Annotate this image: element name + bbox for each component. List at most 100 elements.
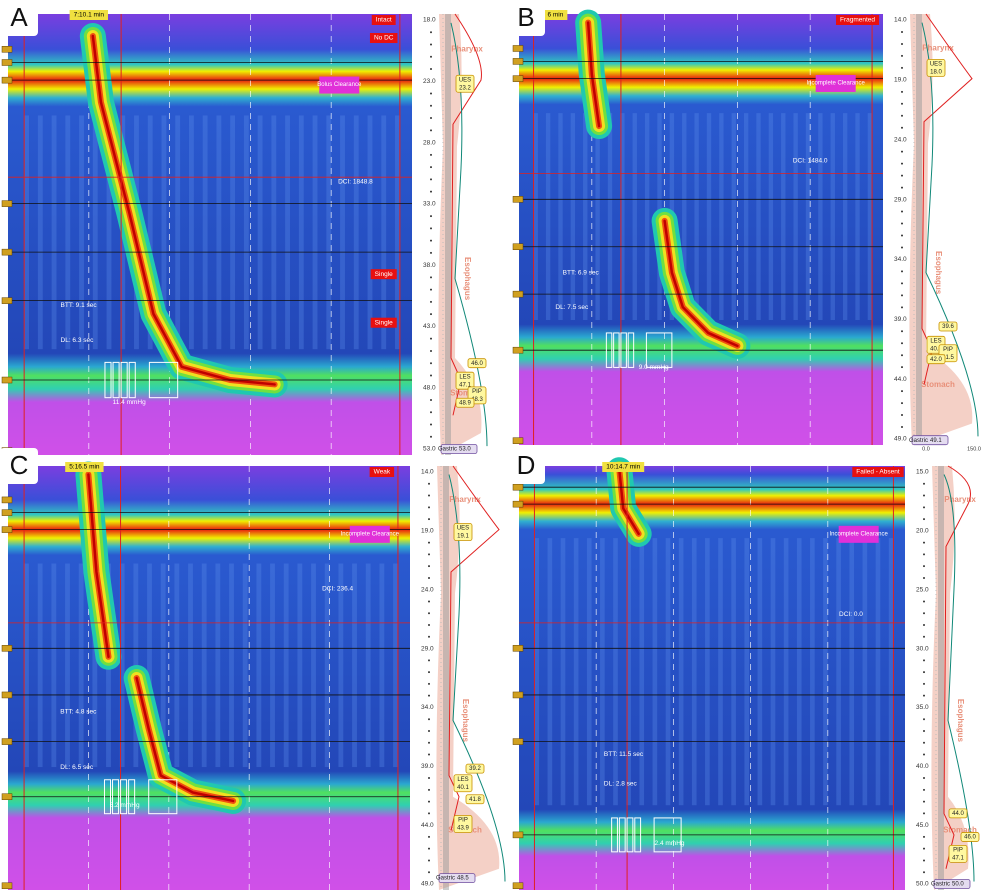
- map-stripe: [756, 113, 760, 320]
- sensor-tab: [513, 484, 523, 490]
- marker-value: 18.0: [930, 69, 942, 75]
- pattern-tag: Intact: [376, 17, 392, 24]
- map-stripe: [876, 538, 881, 805]
- depth-dot: [430, 129, 432, 131]
- depth-label: 29.0: [421, 645, 434, 652]
- depth-dot: [923, 683, 925, 685]
- sensor-tab: [2, 692, 12, 698]
- depth-label: 50.0: [916, 881, 929, 888]
- map-stripe: [744, 113, 748, 320]
- depth-dot: [430, 338, 432, 340]
- depth-dot: [428, 624, 430, 626]
- depth-dot: [901, 151, 903, 153]
- depth-label: 14.0: [421, 469, 434, 476]
- map-stripe: [797, 538, 802, 805]
- depth-dot: [901, 127, 903, 129]
- map-stripe: [831, 113, 835, 320]
- map-stripe: [270, 564, 275, 768]
- depth-label: 43.0: [423, 323, 436, 330]
- depth-dot: [901, 115, 903, 117]
- region-label: Esophagus: [461, 699, 470, 743]
- depth-dot: [901, 390, 903, 392]
- map-stripe: [325, 564, 330, 768]
- map-stripe: [863, 538, 868, 805]
- marker-value: 39.2: [469, 766, 481, 772]
- marker-value: 46.0: [964, 834, 976, 840]
- map-stripe: [818, 113, 822, 320]
- depth-dot: [901, 342, 903, 344]
- depth-dot: [428, 871, 430, 873]
- marker-name: Gastric: [931, 882, 950, 888]
- depth-dot: [428, 718, 430, 720]
- map-stripe: [868, 113, 872, 320]
- depth-dot: [901, 55, 903, 57]
- depth-dot: [901, 270, 903, 272]
- panel: 10:14.7 minFailed - AbsentIncomplete Cle…: [507, 448, 979, 890]
- region-label: Esophagus: [934, 251, 943, 295]
- depth-dot: [923, 777, 925, 779]
- map-stripe: [769, 113, 773, 320]
- depth-dot: [923, 730, 925, 732]
- panel: 5:16.5 minWeakIncomplete ClearanceDCI: 2…: [0, 448, 509, 890]
- sensor-tab: [513, 347, 523, 353]
- dci-label: DCI: 1484.0: [793, 157, 828, 164]
- depth-dot: [430, 44, 432, 46]
- depth-dot: [901, 426, 903, 428]
- map-stripe: [65, 564, 70, 768]
- map-stripe: [174, 564, 179, 768]
- map-stripe: [38, 115, 43, 349]
- map-stripe: [731, 538, 736, 805]
- depth-dot: [901, 163, 903, 165]
- map-stripe: [679, 538, 684, 805]
- map-stripe: [653, 538, 658, 805]
- depth-label: 14.0: [894, 17, 907, 24]
- depth-dot: [430, 154, 432, 156]
- map-stripe: [24, 115, 29, 349]
- marker-name: UES: [457, 526, 469, 532]
- pattern-tag: Failed - Absent: [856, 469, 900, 476]
- sensor-tab: [2, 60, 12, 66]
- depth-dot: [923, 495, 925, 497]
- sensor-tab: [513, 832, 523, 838]
- depth-dot: [923, 542, 925, 544]
- panel-letter: C: [10, 450, 29, 480]
- sensor-tab: [513, 883, 523, 889]
- sensor-tab: [513, 501, 523, 507]
- map-stripe: [258, 115, 263, 349]
- depth-dot: [923, 871, 925, 873]
- map-stripe: [692, 538, 697, 805]
- depth-dot: [430, 117, 432, 119]
- depth-dot: [923, 518, 925, 520]
- dl-label: DL: 7.5 sec: [555, 304, 589, 311]
- depth-dot: [428, 683, 430, 685]
- map-stripe: [608, 113, 612, 320]
- map-stripe: [93, 115, 98, 349]
- depth-dot: [428, 636, 430, 638]
- map-stripe: [639, 538, 644, 805]
- map-stripe: [694, 113, 698, 320]
- depth-dot: [923, 754, 925, 756]
- depth-dot: [430, 301, 432, 303]
- map-stripe: [744, 538, 749, 805]
- depth-dot: [430, 227, 432, 229]
- map-stripe: [705, 538, 710, 805]
- map-stripe: [558, 113, 562, 320]
- marker-name: UES: [930, 61, 942, 67]
- dci-label: DCI: 236.4: [322, 586, 353, 593]
- depth-dot: [901, 31, 903, 33]
- depth-dot: [923, 801, 925, 803]
- map-stripe: [613, 538, 618, 805]
- depth-dot: [923, 577, 925, 579]
- map-stripe: [244, 115, 249, 349]
- depth-dot: [430, 56, 432, 58]
- map-stripe: [806, 113, 810, 320]
- depth-label: 24.0: [421, 586, 434, 593]
- marker-name: Gastric: [909, 438, 928, 444]
- depth-dot: [428, 553, 430, 555]
- map-stripe: [836, 538, 841, 805]
- map-stripe: [285, 115, 290, 349]
- depth-dot: [901, 306, 903, 308]
- map-stripe: [38, 564, 43, 768]
- depth-dot: [923, 600, 925, 602]
- marker-value: 41.8: [469, 797, 481, 803]
